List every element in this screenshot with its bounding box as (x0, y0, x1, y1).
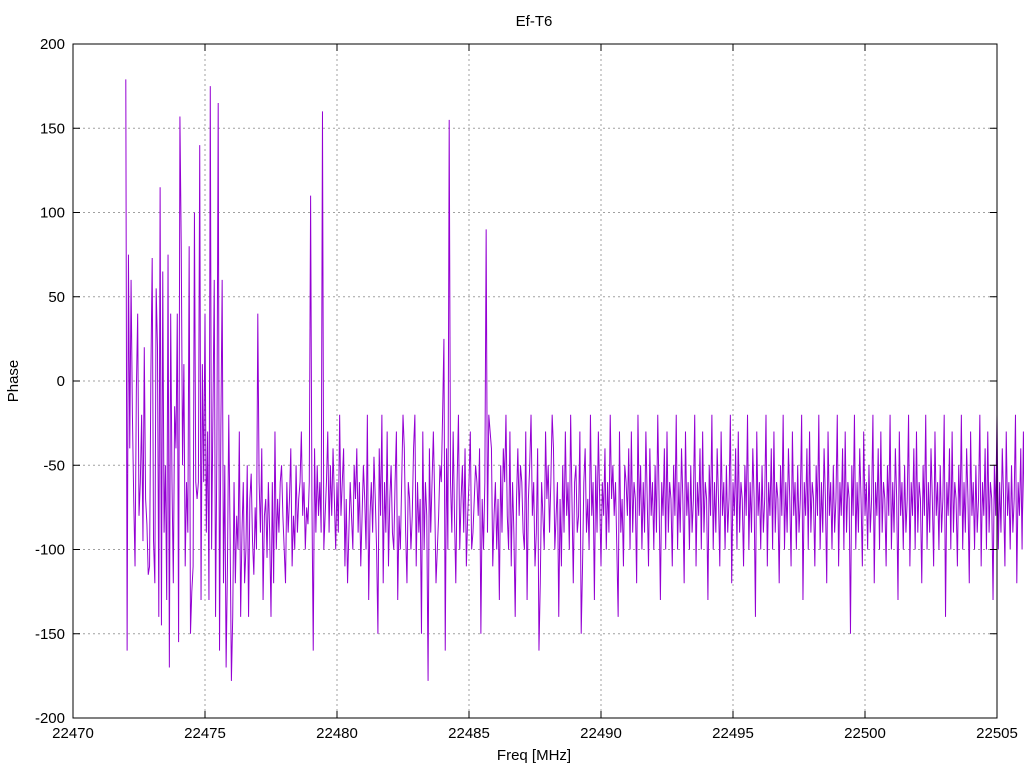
x-tick-label: 22485 (448, 725, 490, 742)
grid-lines (73, 44, 997, 718)
y-tick-label: 100 (40, 205, 65, 222)
phase-series-line (125, 79, 1024, 681)
y-axis-label: Phase (5, 360, 22, 403)
y-tick-label: 50 (48, 289, 65, 306)
x-tick-label: 22480 (316, 725, 358, 742)
y-tick-label: -100 (35, 542, 65, 559)
y-tick-label: -200 (35, 710, 65, 727)
x-tick-label: 22500 (844, 725, 886, 742)
axis-ticks: 22470 22475 22480 22485 22490 22495 22500 22505… (35, 36, 1018, 742)
x-tick-label: 22470 (52, 725, 94, 742)
y-tick-label: -150 (35, 626, 65, 643)
x-tick-label: 22475 (184, 725, 226, 742)
y-tick-label: 200 (40, 36, 65, 53)
x-tick-label: 22505 (976, 725, 1018, 742)
x-tick-label: 22495 (712, 725, 754, 742)
y-tick-label: 0 (57, 373, 65, 390)
data-series (125, 79, 1024, 681)
y-tick-label: 150 (40, 120, 65, 137)
y-tick-label: -50 (43, 457, 65, 474)
x-axis-label: Freq [MHz] (497, 747, 571, 764)
x-tick-label: 22490 (580, 725, 622, 742)
chart-title: Ef-T6 (516, 13, 553, 30)
